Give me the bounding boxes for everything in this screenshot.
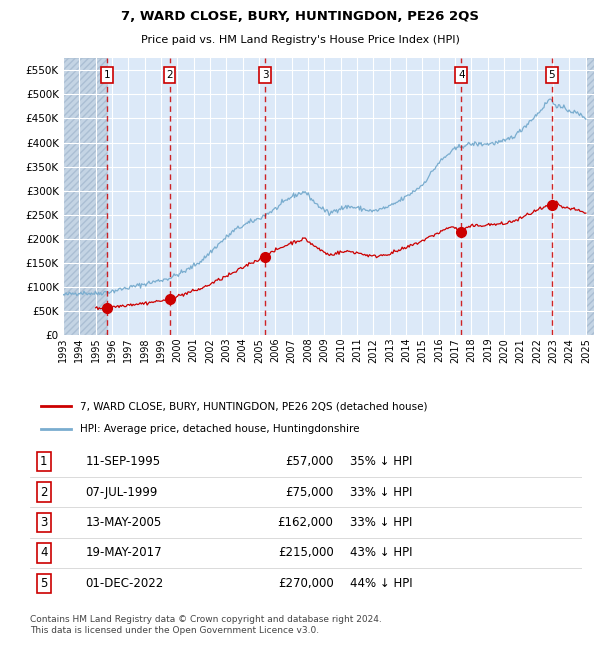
Text: 2: 2 [166, 70, 173, 80]
Text: 1: 1 [40, 455, 47, 468]
Text: 4: 4 [458, 70, 464, 80]
Text: 07-JUL-1999: 07-JUL-1999 [85, 486, 158, 499]
Text: £57,000: £57,000 [286, 455, 334, 468]
Text: 33% ↓ HPI: 33% ↓ HPI [350, 516, 413, 529]
Text: £75,000: £75,000 [286, 486, 334, 499]
Text: 5: 5 [548, 70, 555, 80]
Text: £270,000: £270,000 [278, 577, 334, 590]
Text: Price paid vs. HM Land Registry's House Price Index (HPI): Price paid vs. HM Land Registry's House … [140, 34, 460, 45]
Text: 01-DEC-2022: 01-DEC-2022 [85, 577, 163, 590]
Bar [586, 58, 594, 335]
Text: 1: 1 [104, 70, 110, 80]
Text: HPI: Average price, detached house, Huntingdonshire: HPI: Average price, detached house, Hunt… [80, 424, 359, 434]
Text: 5: 5 [40, 577, 47, 590]
Text: 35% ↓ HPI: 35% ↓ HPI [350, 455, 413, 468]
Text: 44% ↓ HPI: 44% ↓ HPI [350, 577, 413, 590]
Text: 19-MAY-2017: 19-MAY-2017 [85, 547, 162, 560]
Text: 3: 3 [40, 516, 47, 529]
Text: 13-MAY-2005: 13-MAY-2005 [85, 516, 161, 529]
Text: 7, WARD CLOSE, BURY, HUNTINGDON, PE26 2QS: 7, WARD CLOSE, BURY, HUNTINGDON, PE26 2Q… [121, 10, 479, 23]
Text: 3: 3 [262, 70, 268, 80]
Text: 43% ↓ HPI: 43% ↓ HPI [350, 547, 413, 560]
Text: 7, WARD CLOSE, BURY, HUNTINGDON, PE26 2QS (detached house): 7, WARD CLOSE, BURY, HUNTINGDON, PE26 2Q… [80, 401, 427, 411]
Text: 33% ↓ HPI: 33% ↓ HPI [350, 486, 413, 499]
Bar [63, 58, 107, 335]
Bar [63, 58, 107, 335]
Text: 11-SEP-1995: 11-SEP-1995 [85, 455, 160, 468]
Text: 2: 2 [40, 486, 47, 499]
Text: £215,000: £215,000 [278, 547, 334, 560]
Bar [586, 58, 594, 335]
Text: £162,000: £162,000 [278, 516, 334, 529]
Text: 4: 4 [40, 547, 47, 560]
Text: Contains HM Land Registry data © Crown copyright and database right 2024.
This d: Contains HM Land Registry data © Crown c… [30, 616, 382, 634]
